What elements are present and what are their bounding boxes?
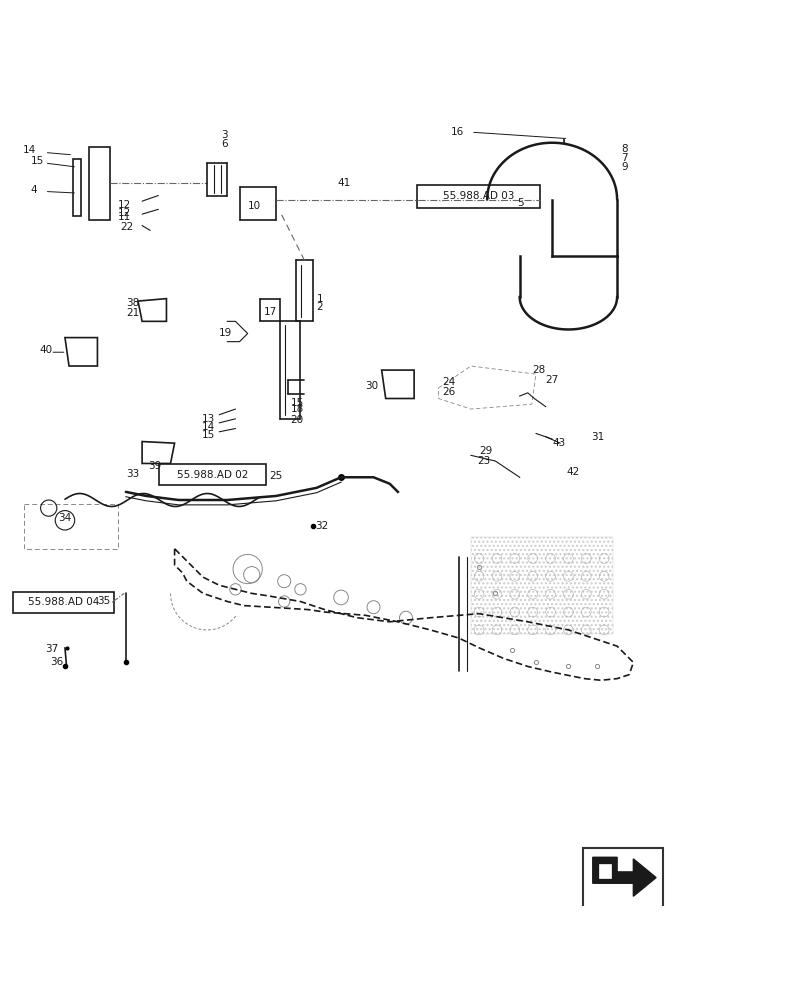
Text: 26: 26 xyxy=(442,387,455,397)
Text: 55.988.AD 04: 55.988.AD 04 xyxy=(28,597,99,607)
FancyBboxPatch shape xyxy=(159,464,266,485)
Text: 36: 36 xyxy=(50,657,63,667)
FancyBboxPatch shape xyxy=(13,592,114,613)
Text: 3: 3 xyxy=(221,130,227,140)
Text: 8: 8 xyxy=(620,144,627,154)
Text: 12: 12 xyxy=(118,200,131,210)
Text: 40: 40 xyxy=(39,345,52,355)
Text: 28: 28 xyxy=(531,365,544,375)
Text: 14: 14 xyxy=(23,145,36,155)
Text: 15: 15 xyxy=(201,430,214,440)
Text: 4: 4 xyxy=(31,185,37,195)
Text: 23: 23 xyxy=(477,456,490,466)
Text: 17: 17 xyxy=(264,307,277,317)
Text: 5: 5 xyxy=(517,198,523,208)
Text: 55.988.AD 02: 55.988.AD 02 xyxy=(177,470,248,480)
Text: 37: 37 xyxy=(45,644,58,654)
Text: 9: 9 xyxy=(620,162,627,172)
Text: 33: 33 xyxy=(126,469,139,479)
Text: 1: 1 xyxy=(316,294,323,304)
Text: 41: 41 xyxy=(337,178,350,188)
Text: 2: 2 xyxy=(316,302,323,312)
Text: 16: 16 xyxy=(450,127,463,137)
Text: 55.988.AD 03: 55.988.AD 03 xyxy=(442,191,513,201)
Polygon shape xyxy=(592,857,655,896)
Text: 27: 27 xyxy=(545,375,558,385)
FancyBboxPatch shape xyxy=(416,185,539,208)
Text: 30: 30 xyxy=(365,381,378,391)
Text: 19: 19 xyxy=(219,328,232,338)
Text: 13: 13 xyxy=(201,414,214,424)
Text: 22: 22 xyxy=(120,222,133,232)
Text: 10: 10 xyxy=(247,201,260,211)
Text: 21: 21 xyxy=(126,308,139,318)
Text: 25: 25 xyxy=(269,471,282,481)
Text: 20: 20 xyxy=(290,415,303,425)
Text: 32: 32 xyxy=(315,521,328,531)
Text: 15: 15 xyxy=(31,156,44,166)
Polygon shape xyxy=(599,864,610,878)
Text: 24: 24 xyxy=(442,377,455,387)
Text: 6: 6 xyxy=(221,139,227,149)
Text: 38: 38 xyxy=(126,298,139,308)
Text: 14: 14 xyxy=(201,422,214,432)
Text: 34: 34 xyxy=(58,513,71,523)
Text: 35: 35 xyxy=(97,596,110,606)
Text: 29: 29 xyxy=(478,446,491,456)
Text: 7: 7 xyxy=(620,153,627,163)
Text: 15: 15 xyxy=(290,398,303,408)
FancyBboxPatch shape xyxy=(582,848,663,908)
Text: 42: 42 xyxy=(566,467,579,477)
Text: 18: 18 xyxy=(290,404,303,414)
Text: 31: 31 xyxy=(590,432,603,442)
Text: 39: 39 xyxy=(148,461,161,471)
Text: 12: 12 xyxy=(118,208,131,218)
Text: 43: 43 xyxy=(551,438,564,448)
Text: 11: 11 xyxy=(118,212,131,222)
